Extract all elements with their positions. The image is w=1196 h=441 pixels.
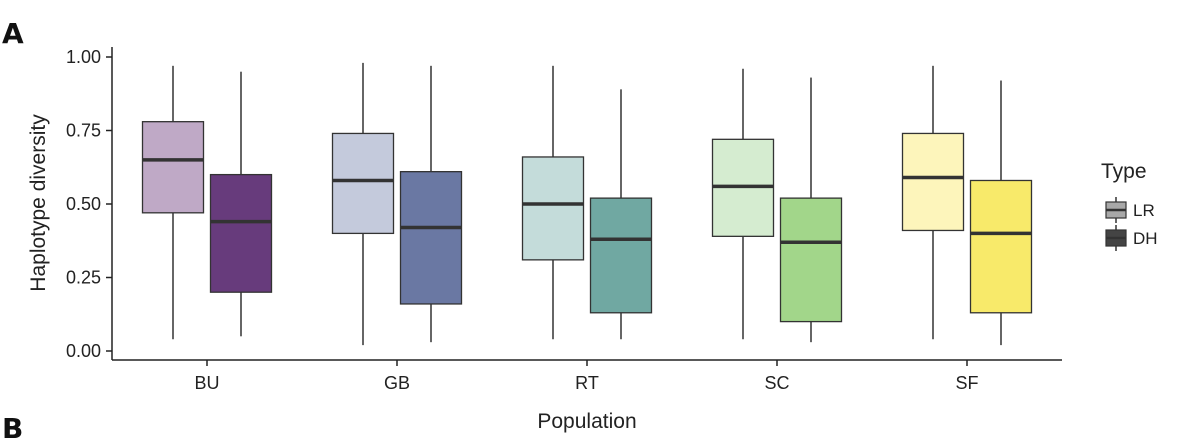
box-iqr [779, 197, 843, 323]
box-dh-rt [589, 89, 653, 340]
x-tick-label: RT [575, 373, 599, 393]
panel-a-label: A [2, 17, 24, 50]
panel-b-label: B [2, 412, 23, 441]
x-ticks: BU GB RT SC SF [194, 360, 979, 393]
y-tick-label: 0.25 [66, 268, 101, 288]
box-iqr [589, 197, 653, 314]
box-dh-gb [399, 65, 463, 343]
x-axis-title: Population [537, 410, 636, 433]
legend-entry-dh: DH [1105, 225, 1158, 251]
y-tick-label: 0.00 [66, 341, 101, 361]
y-tick-label: 0.50 [66, 194, 101, 214]
box-lr-rt [521, 65, 585, 340]
box-lr-gb [331, 62, 395, 346]
box-dh-sf [969, 80, 1033, 346]
box-iqr [521, 156, 585, 261]
box-lr-bu [141, 65, 205, 340]
box-lr-sc [711, 68, 775, 340]
box-dh-bu [209, 71, 273, 337]
legend-label: DH [1133, 229, 1158, 248]
x-tick-label: SC [764, 373, 789, 393]
box-dh-sc [779, 77, 843, 343]
y-tick-label: 0.75 [66, 121, 101, 141]
y-axis-title: Haplotype diversity [27, 114, 50, 292]
legend-label: LR [1133, 201, 1155, 220]
box-iqr [399, 171, 463, 305]
box-iqr [969, 179, 1033, 314]
box-iqr [901, 132, 965, 232]
box-iqr [209, 173, 273, 293]
box-iqr [331, 132, 395, 235]
y-tick-label: 1.00 [66, 47, 101, 67]
box-iqr [141, 121, 205, 214]
y-ticks: 0.00 0.25 0.50 0.75 1.00 [66, 47, 112, 361]
legend-title: Type [1101, 160, 1147, 183]
legend-entry-lr: LR [1105, 197, 1155, 223]
legend: Type LR DH [1101, 160, 1158, 251]
box-lr-sf [901, 65, 965, 340]
boxes-layer [141, 62, 1033, 346]
x-tick-label: BU [194, 373, 219, 393]
x-tick-label: GB [384, 373, 410, 393]
x-tick-label: SF [955, 373, 978, 393]
legend-entries: LR DH [1105, 197, 1158, 251]
